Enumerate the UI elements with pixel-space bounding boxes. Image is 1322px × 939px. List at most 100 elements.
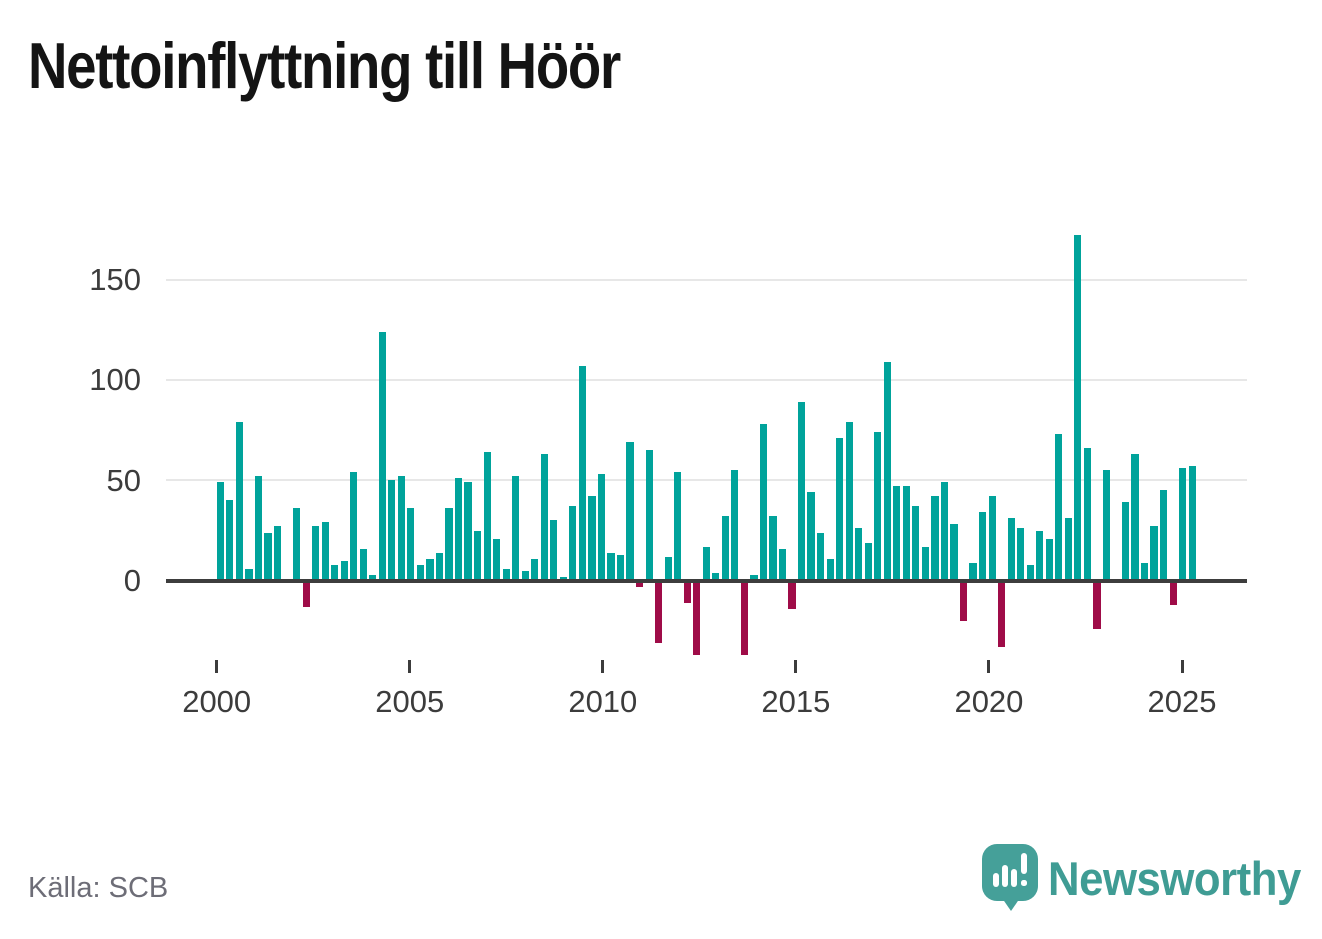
bar [1007,518,1015,581]
bar [626,442,634,581]
x-axis-label: 2015 [761,684,831,719]
y-axis-label: 100 [89,362,141,398]
bar [940,482,949,581]
logo-exclamation-dot [1021,880,1027,886]
bar [321,522,329,581]
bar-negative [683,582,691,603]
bar [578,365,586,581]
chart-title: Nettoinflyttning till Höör [28,29,621,102]
bar [950,524,958,581]
x-axis-label: 2005 [375,684,445,719]
bar [226,500,234,581]
bar [712,572,720,581]
bar-negative [959,582,968,621]
bar [1045,538,1053,581]
bar [845,422,853,581]
bar [1188,466,1196,581]
bar [216,482,224,581]
logo-bubble-tail [1002,898,1020,911]
bar-negative [998,582,1006,647]
x-axis-label: 2000 [182,684,252,719]
bar [1083,448,1091,581]
bar [931,496,939,581]
x-axis-line [166,578,1247,583]
bar [807,492,815,581]
bar [702,546,710,581]
x-axis-label: 2010 [568,684,638,719]
bar [1102,470,1111,581]
gridline-50 [166,479,1247,482]
newsworthy-wordmark: Newsworthy [1048,852,1301,905]
bar [1026,564,1034,581]
bar [893,486,901,581]
x-axis-tick [408,660,412,673]
bar [664,556,672,581]
bar [435,552,444,581]
bar [407,508,415,581]
bar [817,532,825,581]
bar [883,361,891,581]
bar [531,558,539,581]
bar [588,496,596,581]
newsworthy-logo: Newsworthy [982,842,1302,912]
bar [759,424,768,581]
bar [769,516,777,581]
y-axis-label: 50 [106,462,141,498]
bar [616,554,625,581]
x-axis-label: 2025 [1147,684,1217,719]
x-axis-tick [794,660,798,673]
bar [645,450,653,581]
x-axis-label: 2020 [954,684,1024,719]
bar [902,486,910,581]
bar [797,402,806,581]
bar [454,478,463,581]
bar [540,454,548,581]
bar [1160,490,1168,581]
bar [245,568,253,581]
bar [350,472,358,581]
bar [912,506,920,581]
bar [292,508,301,581]
bar [474,530,482,581]
bar-negative [693,582,701,655]
bar [674,472,682,581]
bar [359,548,367,581]
bar [550,520,558,581]
bar-negative [788,582,796,609]
bar [1131,454,1139,581]
bar [1064,518,1072,581]
bar [1121,502,1130,581]
bar [369,574,377,581]
bar [1017,528,1025,581]
logo-exclamation-bar [1021,853,1027,874]
logo-chart-bar [1011,869,1017,887]
bar [273,526,282,581]
bar [778,548,787,581]
bar [1150,526,1158,581]
x-axis-tick [1180,660,1184,673]
bar [569,506,577,581]
bar [1074,235,1082,581]
bar [340,560,348,581]
bar [874,432,882,581]
bar [512,476,520,581]
bar [826,558,834,581]
bar [1036,530,1044,581]
bar [388,480,396,581]
bar [864,542,872,581]
logo-speech-bubble [982,844,1038,901]
bar [445,508,453,581]
bar [235,422,243,581]
bar [597,474,606,581]
bar [988,496,996,581]
bar [521,570,529,581]
bar [559,576,567,581]
gridline-150 [166,278,1247,281]
bar [426,558,434,581]
newsworthy-logo-icon [982,844,1040,911]
bar-negative [635,582,644,587]
bar-negative [740,582,748,655]
bar [750,574,758,581]
bar [1055,434,1063,581]
bar [416,564,425,581]
